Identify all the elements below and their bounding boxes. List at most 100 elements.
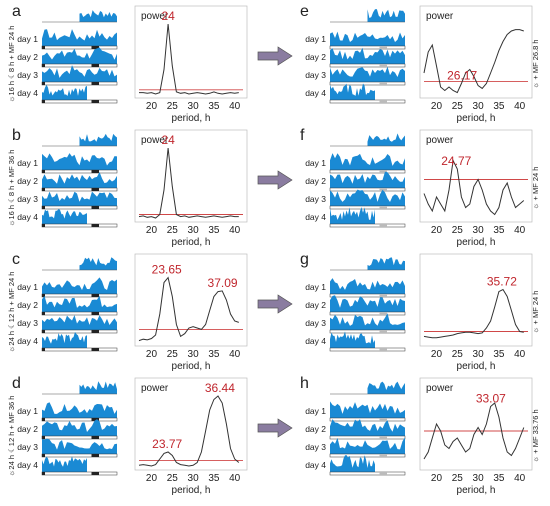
day-label: day 2 [17, 176, 38, 186]
dark-segment [379, 418, 387, 421]
x-tick-label: 30 [473, 349, 485, 360]
dark-segment [42, 418, 45, 421]
actogram: day 1 day 2 day 3 day 4 [17, 381, 118, 476]
x-axis-label: period, h [172, 361, 211, 372]
light-dark-bar [329, 223, 406, 228]
panel-a: a day 1 day 2 day 3 day 4☼16 h ☾8 h + MF 24 … [7, 3, 248, 124]
activity-row [42, 315, 117, 330]
activity-row [42, 331, 87, 348]
activity-row [330, 331, 375, 348]
dark-segment [91, 82, 99, 85]
x-tick-label: 40 [229, 349, 241, 360]
light-dark-bar [41, 187, 118, 192]
x-tick-label: 25 [452, 473, 464, 484]
light-dark-bar [41, 311, 118, 316]
periodogram: power 23.77 36.44 20 25 30 35 40 period, h [134, 377, 248, 496]
dark-segment [42, 188, 45, 191]
peak-label: 24.77 [441, 154, 471, 168]
side-label: ☼16 h ☾8 h + MF 24 h [7, 26, 16, 103]
panel-letter: h [300, 375, 309, 392]
day-label: day 1 [17, 406, 38, 416]
activity-row [42, 172, 117, 188]
light-dark-bar [41, 223, 118, 228]
side-label: ☼ + MF 33.76 h [531, 409, 540, 462]
power-curve [139, 23, 239, 95]
day-label: day 1 [305, 406, 326, 416]
day-label: day 4 [17, 336, 38, 346]
dark-segment [379, 46, 387, 49]
peak-label: 35.72 [487, 275, 517, 289]
dark-segment [91, 472, 99, 475]
light-dark-bar [41, 453, 118, 458]
activity-row [42, 419, 117, 436]
day-label: day 1 [305, 34, 326, 44]
activity-row [42, 209, 87, 224]
activity-row [42, 47, 117, 64]
activity-row [330, 171, 405, 188]
light-dark-bar [329, 187, 406, 192]
x-tick-label: 35 [208, 473, 220, 484]
dark-segment [42, 312, 45, 315]
light-dark-bar [41, 471, 118, 476]
activity-row [42, 65, 117, 82]
x-tick-label: 25 [452, 101, 464, 112]
actogram: day 1 day 2 day 3 day 4 [305, 133, 406, 228]
activity-row [42, 402, 117, 418]
light-dark-bar [329, 471, 406, 476]
activity-row [330, 455, 375, 472]
dark-segment [42, 436, 45, 439]
side-label: ☼ + MF 24 h [531, 167, 540, 210]
day-label: day 4 [305, 88, 326, 98]
day-label: day 2 [305, 52, 326, 62]
x-tick-label: 25 [167, 101, 179, 112]
activity-row [330, 437, 405, 454]
y-axis-label: power [141, 383, 169, 394]
dark-segment [379, 330, 387, 333]
light-dark-bar [41, 205, 118, 210]
x-tick-label: 20 [431, 349, 443, 360]
x-tick-label: 20 [431, 101, 443, 112]
x-tick-label: 30 [188, 349, 200, 360]
dark-segment [91, 294, 99, 297]
activity-row [42, 84, 87, 100]
light-dark-bar [329, 63, 406, 68]
activity-top [367, 381, 405, 394]
power-curve [423, 29, 524, 94]
light-dark-bar [329, 81, 406, 86]
light-dark-bar [329, 435, 406, 440]
dark-segment [42, 454, 45, 457]
day-label: day 3 [305, 318, 326, 328]
actogram: day 1 day 2 day 3 day 4 [305, 257, 406, 352]
activity-row [330, 401, 405, 418]
x-tick-label: 35 [493, 101, 505, 112]
plot-frame [419, 129, 533, 223]
dark-segment [379, 170, 387, 173]
dark-segment [379, 64, 387, 67]
y-axis-label: power [141, 135, 169, 146]
peak-label: 23.65 [152, 263, 182, 277]
dark-segment [379, 312, 387, 315]
arrow-shape [257, 294, 293, 314]
panel-e: e day 1 day 2 day 3 day 4 ☼ + MF 26.8 h power 2… [300, 3, 540, 124]
light-dark-bar [329, 99, 406, 104]
plot-frame [134, 377, 248, 471]
periodogram: power 24.77 20 25 30 35 40 period, h [419, 129, 533, 248]
panel-letter: e [300, 3, 309, 20]
x-tick-label: 25 [167, 349, 179, 360]
activity-top [367, 9, 405, 22]
arrow-shape [257, 170, 293, 190]
day-label: day 4 [305, 336, 326, 346]
dark-segment [42, 348, 45, 351]
activity-row [330, 47, 405, 64]
activity-row [330, 419, 405, 436]
light-dark-bar [41, 293, 118, 298]
arrow-shape [257, 46, 293, 66]
side-label: ☼ + MF 24 h [531, 291, 540, 334]
panel-letter: b [12, 127, 21, 144]
activity-row [42, 29, 117, 46]
day-label: day 2 [305, 176, 326, 186]
power-curve [138, 395, 240, 467]
day-label: day 2 [17, 424, 38, 434]
actogram: day 1 day 2 day 3 day 4 [305, 9, 406, 104]
